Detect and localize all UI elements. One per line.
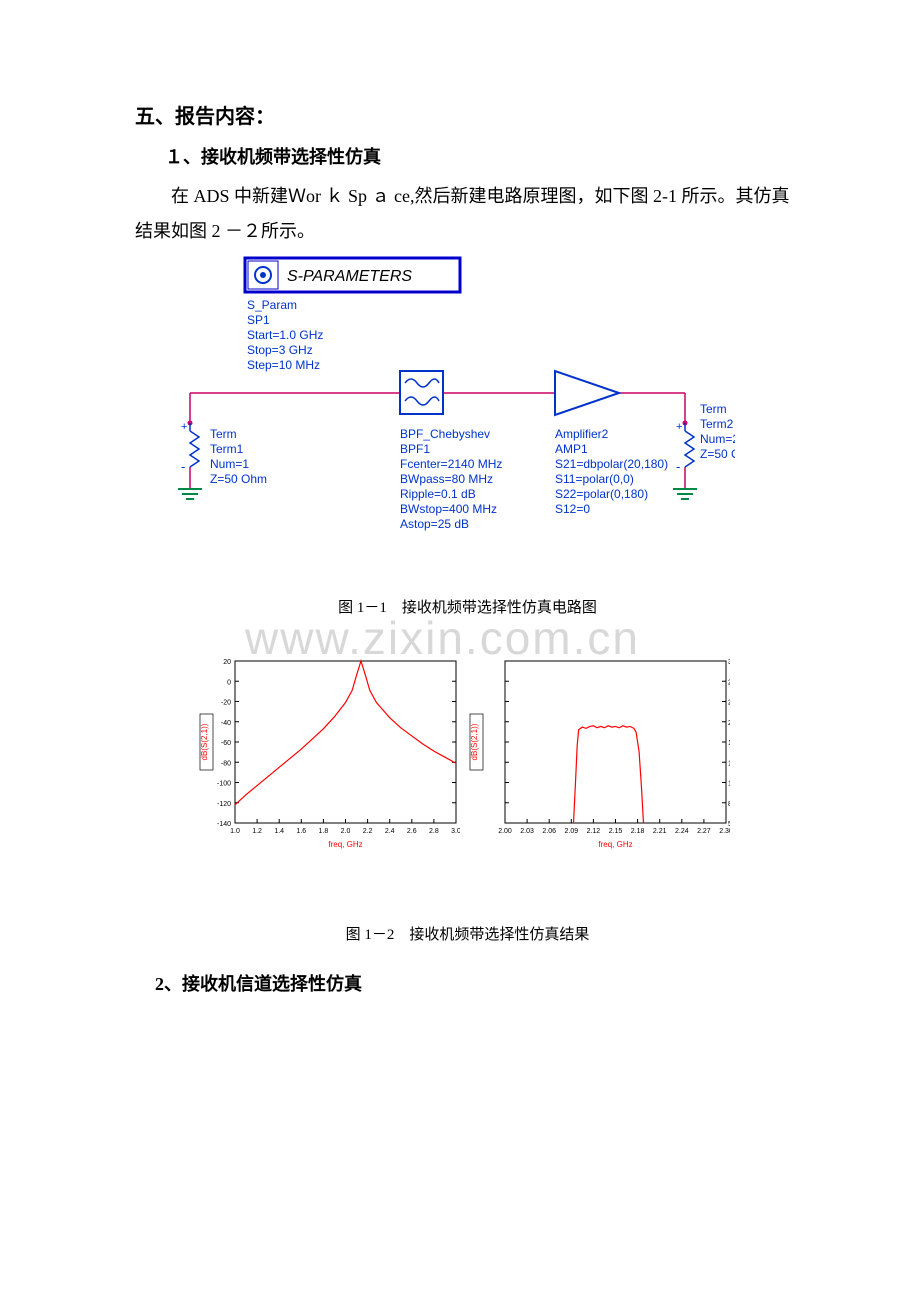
svg-text:11.250: 11.250 [728,781,730,788]
svg-text:2.00: 2.00 [498,828,512,835]
svg-text:Start=1.0 GHz: Start=1.0 GHz [247,328,323,342]
charts-panel: www.zixin.com.cn -140-120-100-80-60-40-2… [195,643,800,883]
svg-text:2.4: 2.4 [385,828,395,835]
svg-text:2.09: 2.09 [564,828,578,835]
subsection-2-title: 2、接收机信道选择性仿真 [155,970,800,996]
svg-text:dB(S(2,1)): dB(S(2,1)) [200,723,209,760]
svg-text:S12=0: S12=0 [555,502,590,516]
svg-text:2.30: 2.30 [719,828,730,835]
svg-text:20: 20 [223,659,231,666]
svg-text:1.6: 1.6 [296,828,306,835]
paragraph-1: 在 ADS 中新建Ｗor ｋ Sp ａ ce,然后新建电路原理图，如下图 2-1… [135,179,800,249]
svg-text:Term: Term [700,402,727,416]
svg-text:2.2: 2.2 [363,828,373,835]
svg-text:1.4: 1.4 [274,828,284,835]
svg-text:2.12: 2.12 [587,828,601,835]
svg-text:2.21: 2.21 [653,828,667,835]
svg-text:S22=polar(0,180): S22=polar(0,180) [555,487,648,501]
svg-text:Fcenter=2140 MHz: Fcenter=2140 MHz [400,457,502,471]
svg-text:2.27: 2.27 [697,828,711,835]
svg-text:-80: -80 [221,760,231,767]
svg-text:Ripple=0.1 dB: Ripple=0.1 dB [400,487,476,501]
svg-text:Term: Term [210,427,237,441]
svg-text:2.15: 2.15 [609,828,623,835]
svg-text:Term1: Term1 [210,442,244,456]
svg-text:BWpass=80 MHz: BWpass=80 MHz [400,472,493,486]
svg-text:Step=10 MHz: Step=10 MHz [247,358,320,372]
svg-text:-120: -120 [217,801,231,808]
svg-text:S11=polar(0,0): S11=polar(0,0) [555,472,634,486]
subsection-1-title: １、接收机频带选择性仿真 [165,143,800,169]
svg-text:-60: -60 [221,740,231,747]
svg-text:AMP1: AMP1 [555,442,588,456]
figure-2-caption: 图 1－2 接收机频带选择性仿真结果 [135,923,800,944]
svg-text:14.375: 14.375 [728,760,730,767]
svg-text:20.625: 20.625 [728,720,730,727]
svg-text:S_Param: S_Param [247,298,297,312]
svg-text:23.750: 23.750 [728,700,730,707]
svg-text:2.6: 2.6 [407,828,417,835]
svg-text:Num=1: Num=1 [210,457,249,471]
svg-text:dB(S(2,1)): dB(S(2,1)) [470,723,479,760]
svg-text:freq, GHz: freq, GHz [598,840,632,849]
svg-text:Num=2: Num=2 [700,432,735,446]
svg-text:+: + [676,421,682,433]
svg-text:8.125: 8.125 [728,801,730,808]
section-heading: 五、报告内容： [135,100,800,129]
svg-text:Z=50 Ohm: Z=50 Ohm [700,447,735,461]
svg-text:5.000: 5.000 [728,821,730,828]
svg-text:Z=50 Ohm: Z=50 Ohm [210,472,267,486]
svg-text:-100: -100 [217,781,231,788]
figure-1-caption: 图 1－1 接收机频带选择性仿真电路图 [135,596,800,617]
svg-text:2.03: 2.03 [520,828,534,835]
svg-text:26.875: 26.875 [728,679,730,686]
svg-text:+: + [181,421,187,433]
svg-text:2.24: 2.24 [675,828,689,835]
svg-text:30.000: 30.000 [728,659,730,666]
svg-text:BPF1: BPF1 [400,442,430,456]
svg-text:3.0: 3.0 [451,828,460,835]
svg-text:2.0: 2.0 [341,828,351,835]
svg-text:SP1: SP1 [247,313,270,327]
svg-text:freq, GHz: freq, GHz [328,840,362,849]
svg-text:S21=dbpolar(20,180): S21=dbpolar(20,180) [555,457,668,471]
svg-text:0: 0 [227,679,231,686]
circuit-diagram: S-PARAMETERS S_ParamSP1Start=1.0 GHzStop=… [135,253,800,578]
svg-text:2.06: 2.06 [542,828,556,835]
chart-left: -140 -120 -100 -80 -60 -40 -20 0 20 1.0 1.2 1.4 1.6 1… [195,653,460,853]
chart-right: 5.000 8.125 11.250 14.375 17.500 20.625 23.750… [465,653,730,853]
svg-text:-140: -140 [217,821,231,828]
svg-text:S-PARAMETERS: S-PARAMETERS [287,268,412,285]
svg-text:1.2: 1.2 [252,828,262,835]
svg-text:Astop=25 dB: Astop=25 dB [400,517,469,531]
svg-text:Term2: Term2 [700,417,734,431]
svg-text:-: - [676,459,680,474]
svg-text:1.8: 1.8 [319,828,329,835]
svg-text:17.500: 17.500 [728,740,730,747]
svg-text:-20: -20 [221,700,231,707]
svg-text:-: - [181,459,185,474]
svg-text:Amplifier2: Amplifier2 [555,427,609,441]
svg-text:BWstop=400 MHz: BWstop=400 MHz [400,502,497,516]
svg-text:2.8: 2.8 [429,828,439,835]
svg-text:-40: -40 [221,720,231,727]
svg-text:BPF_Chebyshev: BPF_Chebyshev [400,427,490,441]
svg-text:Stop=3 GHz: Stop=3 GHz [247,343,313,357]
svg-text:1.0: 1.0 [230,828,240,835]
svg-text:2.18: 2.18 [631,828,645,835]
